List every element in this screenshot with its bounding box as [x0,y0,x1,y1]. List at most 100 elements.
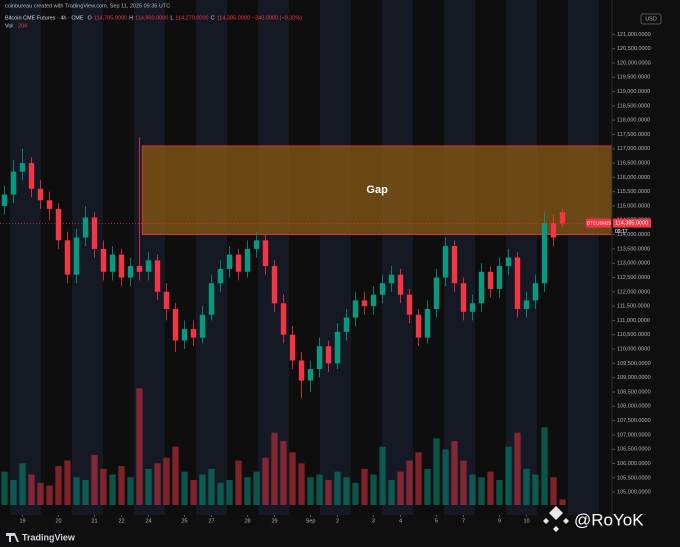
candle-body [334,331,341,364]
candle-body [478,271,485,304]
candle-body [361,300,368,307]
candle-body [136,266,143,272]
volume-bar [433,438,440,505]
candle-body [514,257,521,309]
last-price-label: 114,385.0000 [615,221,648,227]
change: −340.0000 (−0.30%) [252,15,302,21]
candle-body [154,260,161,292]
volume-bar [424,468,431,505]
candle-body [217,268,224,284]
currency-button[interactable] [640,13,662,25]
candle-body [127,266,134,278]
x-tick-label: 3 [372,518,375,524]
candle-body [208,283,215,315]
candle-body [541,223,548,284]
candle-body [145,260,152,272]
candle-body [298,360,305,381]
x-tick-label: 21 [91,518,97,524]
volume-bar [163,457,170,505]
candle-body [415,314,422,338]
y-tick-label: 113,500.0000 [617,246,650,252]
candle-body [523,300,530,309]
candle-body [244,248,251,272]
y-tick-label: 105,000.0000 [617,490,651,496]
volume-bar [550,477,557,505]
volume-bar [496,480,503,505]
volume-bar [460,460,467,505]
candle-body [73,237,80,275]
ohlc-value: 114,385.0000 [217,15,250,21]
x-tick-label: 5 [435,518,438,524]
candle-body [190,329,197,338]
candle-body [532,283,539,301]
ohlc-value: 114,900.0000 [135,15,168,21]
candle-body [496,266,503,289]
volume-bar [523,468,530,505]
y-tick-label: 110,500.0000 [617,332,650,338]
watermark-icon [543,506,569,532]
x-tick-label: 19 [19,518,25,524]
candle-body [100,248,107,272]
volume-bar [559,499,566,505]
currency[interactable]: USD [645,16,657,22]
y-tick-label: 121,000.0000 [617,32,651,38]
volume-bar [91,455,98,505]
volume-bar [469,474,476,505]
y-tick-label: 114,000.0000 [617,232,650,238]
y-tick-label: 111,500.0000 [617,304,650,310]
volume-bar [28,474,35,505]
volume-bar [190,480,197,505]
candle-body [91,217,98,249]
volume-bar [37,482,44,505]
y-tick-label: 113,000.0000 [617,261,650,267]
volume-bar [397,471,404,505]
volume-bar [379,446,386,505]
volume-bar [442,449,449,505]
footer [0,527,680,547]
y-tick-label: 116,000.0000 [617,175,650,181]
x-tick-label: 24 [145,518,151,524]
volume-bar [199,474,206,505]
volume-bar [82,480,89,505]
x-tick-label: 22 [118,518,124,524]
volume-bar [181,471,188,505]
volume-bar [451,441,458,505]
candle-body [46,200,53,209]
symbol-tag: BTCUSM25 [587,220,612,225]
y-tick-label: 107,000.0000 [617,432,651,438]
y-tick-label: 108,500.0000 [617,389,651,395]
volume-bar [307,477,314,505]
volume-bar [253,471,260,505]
x-tick-label: 2 [336,518,339,524]
candle-body [1,194,8,206]
x-tick-label: 27 [208,518,214,524]
candle-body [388,274,395,284]
candle-body [316,346,323,370]
symbol: Bitcoin CME Futures · 4h · CME [5,15,84,21]
volume-bar [343,477,350,505]
candle-body [199,314,206,338]
y-tick-label: 115,000.0000 [617,203,650,209]
candle-body [406,294,413,315]
volume-label: Vol [5,23,13,29]
y-tick-label: 117,500.0000 [617,132,650,138]
volume-bar [55,466,62,505]
volume-bar [505,446,512,505]
volume-bar [487,471,494,505]
volume-bar [361,468,368,505]
candle-body [109,254,116,272]
candle-body [262,240,269,267]
x-tick-label: 9 [498,518,501,524]
y-tick-label: 112,000.0000 [617,289,650,295]
volume-bar [217,482,224,505]
candle-body [442,246,449,278]
volume-bar [415,452,422,505]
candle-body [307,369,314,381]
x-tick-label: 20 [55,518,61,524]
ohlc-value: 114,270.0000 [175,15,208,21]
volume-bar [208,468,215,505]
volume-bar [1,471,8,505]
candle-body [352,300,359,318]
x-tick-label: 4 [399,518,402,524]
